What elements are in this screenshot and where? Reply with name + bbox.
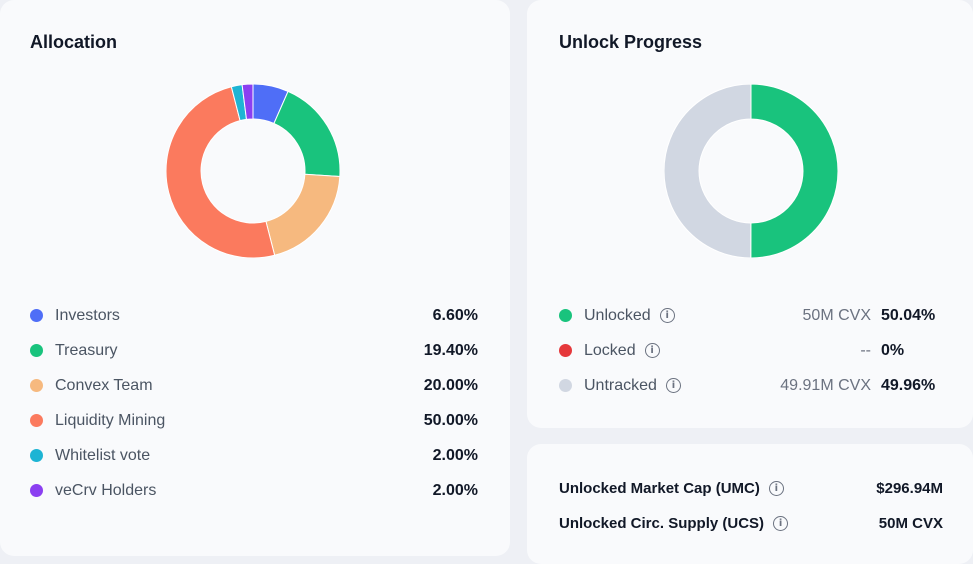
metric-label: Unlocked Market Cap (UMC): [559, 480, 760, 497]
legend-label: Liquidity Mining: [55, 411, 166, 429]
legend-percent: 50.00%: [423, 411, 478, 429]
allocation-card: Allocation Investors 6.60% Treasury 19.4…: [0, 0, 510, 556]
legend-item-locked: Locked i -- 0%: [559, 333, 941, 368]
allocation-slice-convex-team[interactable]: [265, 173, 340, 256]
legend-percent: 0%: [881, 341, 905, 359]
legend-dot: [30, 379, 43, 392]
metric-value: 50M CVX: [878, 515, 943, 532]
unlock-progress-donut-chart: [664, 84, 838, 258]
legend-item-treasury: Treasury 19.40%: [30, 333, 478, 368]
info-circle-icon[interactable]: i: [768, 481, 784, 496]
legend-item-untracked: Untracked i 49.91M CVX 49.96%: [559, 368, 941, 403]
legend-percent: 2.00%: [432, 446, 478, 464]
legend-dot: [30, 309, 43, 322]
metric-value: $296.94M: [876, 480, 943, 497]
legend-dot: [30, 414, 43, 427]
legend-percent: 6.60%: [432, 306, 478, 324]
allocation-slice-liquidity-mining[interactable]: [166, 86, 276, 258]
allocation-slice-treasury[interactable]: [273, 90, 340, 177]
unlock-legend: Unlocked i 50M CVX 50.04% Locked i -- 0%…: [559, 298, 941, 403]
unlock-progress-title: Unlock Progress: [559, 32, 703, 52]
unlock-slice-unlocked[interactable]: [750, 84, 838, 258]
metric-row-umc: Unlocked Market Cap (UMC) i $296.94M: [559, 480, 943, 497]
legend-dot: [30, 344, 43, 357]
allocation-slice-vecrv-holders[interactable]: [241, 84, 254, 120]
legend-label: Convex Team: [55, 376, 153, 394]
legend-percent: 19.40%: [423, 341, 478, 359]
allocation-legend: Investors 6.60% Treasury 19.40% Convex T…: [30, 298, 478, 508]
legend-percent: 50.04%: [881, 306, 936, 324]
legend-item-liquidity-mining: Liquidity Mining 50.00%: [30, 403, 478, 438]
legend-item-investors: Investors 6.60%: [30, 298, 478, 333]
legend-percent: 20.00%: [423, 376, 478, 394]
legend-amount: 49.91M CVX: [780, 376, 871, 394]
info-circle-icon[interactable]: i: [665, 378, 681, 393]
unlock-slice-untracked[interactable]: [664, 84, 752, 258]
legend-dot: [30, 484, 43, 497]
legend-item-whitelist-vote: Whitelist vote 2.00%: [30, 438, 478, 473]
legend-label: Locked: [584, 341, 636, 359]
legend-label: veCrv Holders: [55, 481, 157, 499]
legend-label: Treasury: [55, 341, 118, 359]
allocation-donut-chart: [166, 84, 340, 258]
legend-percent: 49.96%: [881, 376, 936, 394]
legend-label: Investors: [55, 306, 120, 324]
legend-amount: 50M CVX: [802, 306, 871, 324]
legend-dot: [30, 449, 43, 462]
legend-amount: --: [860, 341, 871, 359]
legend-dot: [559, 379, 572, 392]
legend-percent: 2.00%: [432, 481, 478, 499]
legend-label: Whitelist vote: [55, 446, 151, 464]
legend-label: Untracked: [584, 376, 657, 394]
info-circle-icon[interactable]: i: [773, 516, 789, 531]
legend-item-unlocked: Unlocked i 50M CVX 50.04%: [559, 298, 941, 333]
legend-item-convex-team: Convex Team 20.00%: [30, 368, 478, 403]
metric-row-ucs: Unlocked Circ. Supply (UCS) i 50M CVX: [559, 515, 943, 532]
legend-label: Unlocked: [584, 306, 651, 324]
legend-dot: [559, 344, 572, 357]
info-circle-icon[interactable]: i: [644, 343, 660, 358]
legend-item-vecrv-holders: veCrv Holders 2.00%: [30, 473, 478, 508]
unlock-progress-card: Unlock Progress Unlocked i 50M CVX 50.04…: [527, 0, 973, 428]
allocation-title: Allocation: [30, 32, 118, 52]
unlock-metrics-card: Unlocked Market Cap (UMC) i $296.94M Unl…: [527, 444, 973, 564]
info-circle-icon[interactable]: i: [659, 308, 675, 323]
metric-label: Unlocked Circ. Supply (UCS): [559, 515, 765, 532]
legend-dot: [559, 309, 572, 322]
